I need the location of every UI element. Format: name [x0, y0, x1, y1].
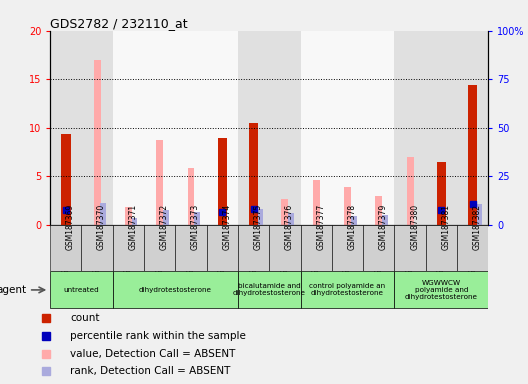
Bar: [476, 204, 482, 225]
Text: bicalutamide and
dihydrotestosterone: bicalutamide and dihydrotestosterone: [233, 283, 306, 296]
Bar: [238, 271, 300, 308]
Text: GSM187381: GSM187381: [441, 204, 450, 250]
Bar: [81, 225, 113, 271]
Bar: [187, 169, 194, 225]
Bar: [288, 213, 294, 225]
Text: GSM187374: GSM187374: [222, 204, 231, 250]
Bar: [300, 225, 332, 271]
Bar: [61, 134, 71, 225]
Bar: [257, 209, 262, 225]
Text: dihydrotestosterone: dihydrotestosterone: [139, 287, 212, 293]
Text: GSM187382: GSM187382: [473, 204, 482, 250]
Bar: [113, 271, 238, 308]
Bar: [50, 271, 113, 308]
Bar: [132, 218, 137, 225]
Bar: [100, 203, 106, 225]
Bar: [407, 157, 413, 225]
Text: GSM187370: GSM187370: [97, 204, 106, 250]
Bar: [426, 225, 457, 271]
Bar: [375, 195, 382, 225]
Text: untreated: untreated: [63, 287, 99, 293]
Bar: [382, 215, 388, 225]
Text: GSM187372: GSM187372: [159, 204, 169, 250]
Bar: [437, 162, 446, 225]
Text: GSM187377: GSM187377: [316, 204, 325, 250]
Bar: [218, 138, 227, 225]
Bar: [300, 271, 394, 308]
Bar: [394, 225, 426, 271]
Bar: [194, 212, 200, 225]
Bar: [50, 225, 81, 271]
Bar: [394, 271, 488, 308]
Bar: [238, 225, 269, 271]
Bar: [344, 187, 351, 225]
Bar: [457, 225, 488, 271]
Bar: [249, 123, 258, 225]
Bar: [269, 225, 300, 271]
Text: GSM187369: GSM187369: [66, 204, 75, 250]
Bar: [238, 31, 300, 225]
Bar: [93, 60, 100, 225]
Text: GSM187375: GSM187375: [253, 204, 262, 250]
Bar: [313, 180, 319, 225]
Bar: [300, 31, 394, 225]
Bar: [351, 215, 356, 225]
Text: agent: agent: [0, 285, 26, 295]
Bar: [50, 31, 113, 225]
Bar: [113, 225, 144, 271]
Text: count: count: [70, 313, 100, 323]
Text: WGWWCW
polyamide and
dihydrotestosterone: WGWWCW polyamide and dihydrotestosterone: [405, 280, 478, 300]
Text: GSM187371: GSM187371: [128, 204, 137, 250]
Bar: [394, 31, 488, 225]
Text: GSM187376: GSM187376: [285, 204, 294, 250]
Text: GSM187380: GSM187380: [410, 204, 419, 250]
Bar: [332, 225, 363, 271]
Text: control polyamide an
dihydrotestosterone: control polyamide an dihydrotestosterone: [309, 283, 385, 296]
Text: percentile rank within the sample: percentile rank within the sample: [70, 331, 246, 341]
Bar: [175, 225, 206, 271]
Text: rank, Detection Call = ABSENT: rank, Detection Call = ABSENT: [70, 366, 231, 376]
Bar: [363, 225, 394, 271]
Bar: [125, 207, 132, 225]
Bar: [156, 140, 163, 225]
Bar: [113, 31, 238, 225]
Bar: [206, 225, 238, 271]
Text: GDS2782 / 232110_at: GDS2782 / 232110_at: [50, 17, 188, 30]
Text: GSM187378: GSM187378: [347, 204, 356, 250]
Bar: [468, 85, 477, 225]
Bar: [163, 210, 169, 225]
Text: value, Detection Call = ABSENT: value, Detection Call = ABSENT: [70, 349, 235, 359]
Text: GSM187373: GSM187373: [191, 204, 200, 250]
Bar: [281, 199, 288, 225]
Text: GSM187379: GSM187379: [379, 204, 388, 250]
Bar: [144, 225, 175, 271]
